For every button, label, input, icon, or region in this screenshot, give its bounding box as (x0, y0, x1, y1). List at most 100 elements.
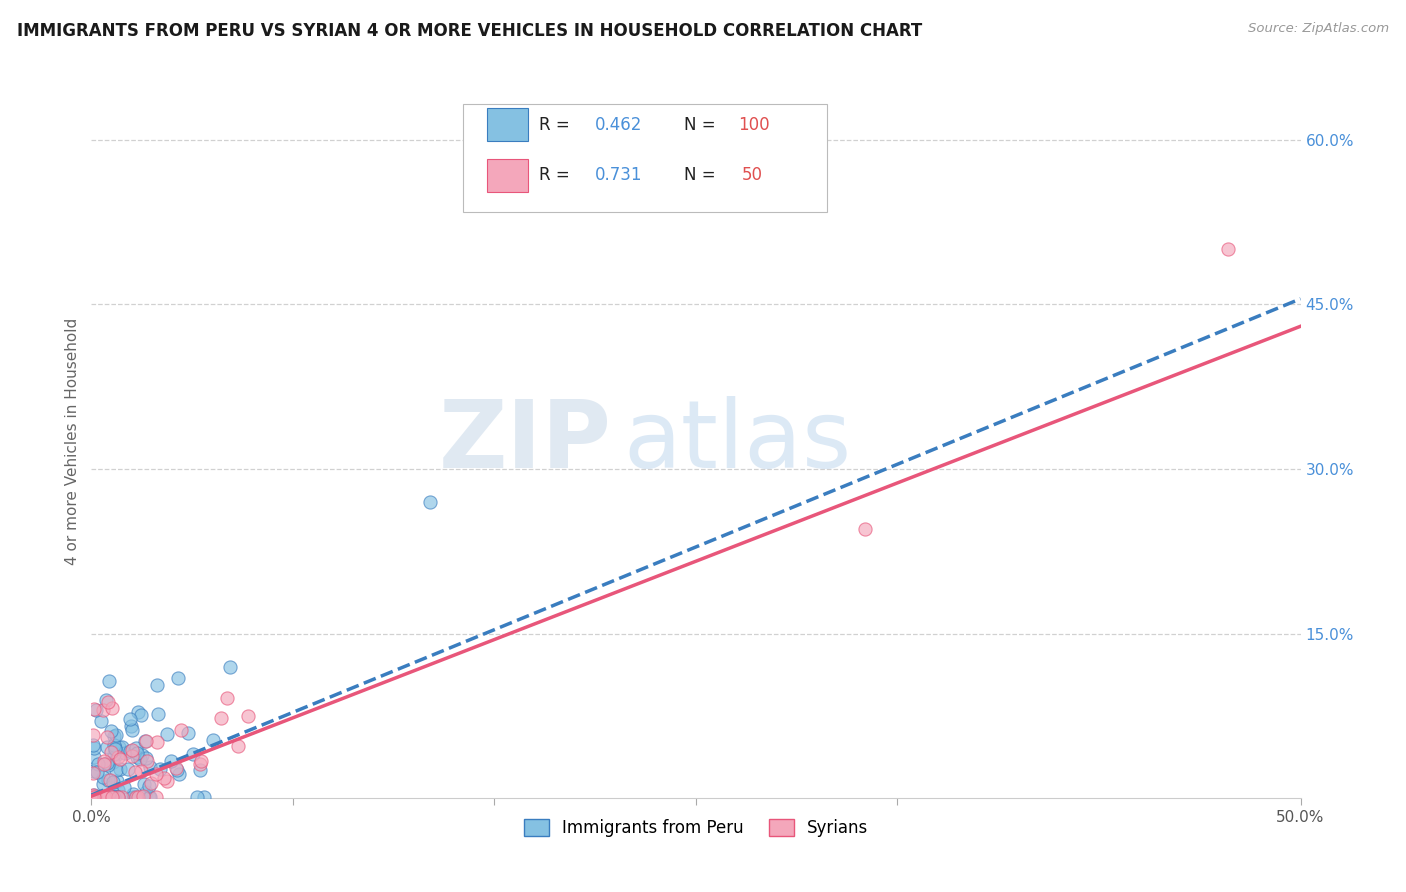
Point (93, 755, 115, 769)
Text: 0.731: 0.731 (595, 167, 643, 185)
Point (209, 711, 232, 725)
Point (86, 703, 108, 717)
Point (138, 790, 160, 805)
Text: ZIP: ZIP (439, 395, 612, 488)
Point (103, 790, 125, 805)
Point (103, 756, 125, 770)
Point (181, 747, 204, 761)
Point (86, 790, 108, 805)
Point (129, 708, 152, 723)
Point (1216, 243, 1239, 257)
Point (177, 725, 200, 739)
Point (82, 788, 104, 802)
Point (159, 754, 181, 768)
Text: atlas: atlas (623, 395, 852, 488)
Point (100, 701, 122, 715)
Point (186, 790, 208, 805)
Point (121, 718, 143, 732)
Point (148, 706, 170, 721)
Point (107, 790, 129, 805)
Point (121, 790, 143, 805)
Point (156, 774, 179, 789)
Point (215, 690, 238, 705)
Point (218, 660, 240, 674)
Point (94, 790, 117, 805)
Point (135, 751, 157, 765)
Point (139, 790, 162, 805)
Point (134, 734, 156, 748)
Point (125, 741, 148, 756)
Point (120, 744, 142, 758)
Point (146, 678, 169, 692)
Point (127, 750, 149, 764)
Point (107, 790, 129, 805)
Point (100, 745, 122, 759)
Point (114, 746, 136, 760)
Point (853, 522, 876, 536)
Point (103, 739, 125, 753)
Point (105, 747, 128, 761)
Point (136, 754, 159, 768)
Point (100, 790, 122, 805)
Point (101, 790, 124, 805)
Point (101, 790, 124, 805)
Point (87, 790, 110, 805)
Text: Source: ZipAtlas.com: Source: ZipAtlas.com (1249, 22, 1389, 36)
Point (82, 790, 104, 805)
Point (124, 790, 146, 805)
Point (83, 702, 105, 716)
Point (91, 790, 114, 805)
Text: 0.462: 0.462 (595, 116, 641, 134)
Point (93, 757, 115, 772)
Point (153, 772, 176, 786)
Text: N =: N = (683, 167, 716, 185)
Point (83, 788, 105, 802)
Point (149, 763, 172, 777)
Point (82, 728, 104, 742)
Point (111, 740, 134, 755)
Text: IMMIGRANTS FROM PERU VS SYRIAN 4 OR MORE VEHICLES IN HOUSEHOLD CORRELATION CHART: IMMIGRANTS FROM PERU VS SYRIAN 4 OR MORE… (17, 22, 922, 40)
Point (111, 790, 134, 805)
Point (93, 789, 115, 804)
Point (131, 747, 153, 762)
Point (97, 758, 120, 772)
Point (135, 785, 157, 799)
Point (97, 695, 120, 709)
Point (121, 742, 143, 756)
Point (97, 772, 120, 787)
Point (94, 790, 117, 805)
Point (83, 741, 105, 756)
Point (127, 790, 149, 805)
Point (107, 790, 129, 805)
Point (135, 734, 157, 748)
Point (100, 790, 122, 805)
Point (167, 671, 190, 685)
Point (132, 789, 155, 804)
Point (104, 790, 127, 805)
Point (91, 776, 114, 790)
Point (96, 756, 118, 771)
Point (190, 754, 212, 768)
Point (94, 693, 117, 707)
Point (145, 790, 167, 805)
Point (103, 740, 125, 755)
Point (122, 787, 145, 801)
Point (83, 790, 105, 805)
Point (236, 709, 259, 723)
Point (129, 752, 152, 766)
Point (91, 789, 114, 803)
Legend: Immigrants from Peru, Syrians: Immigrants from Peru, Syrians (517, 812, 875, 844)
Point (103, 775, 125, 789)
Text: N =: N = (683, 116, 716, 134)
Point (165, 761, 187, 775)
Point (107, 750, 129, 764)
Y-axis label: 4 or more Vehicles in Household: 4 or more Vehicles in Household (65, 318, 80, 566)
Point (121, 723, 143, 737)
Point (129, 764, 152, 778)
Point (108, 751, 131, 765)
Point (146, 735, 169, 749)
Point (83, 790, 105, 805)
Point (83, 790, 105, 805)
Point (93, 790, 115, 805)
Point (105, 774, 128, 789)
